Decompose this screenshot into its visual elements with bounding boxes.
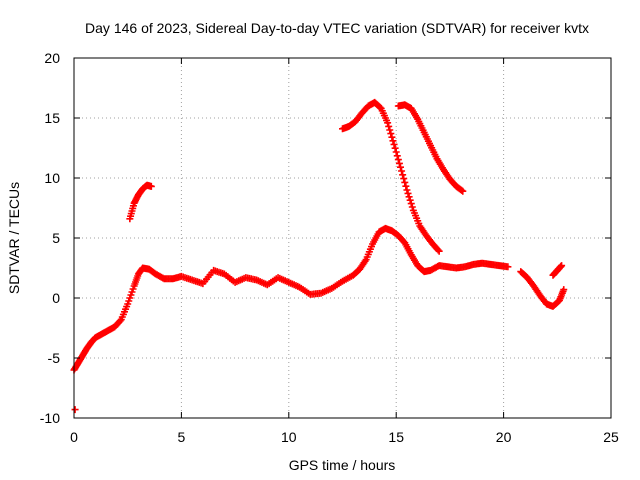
arc-left-point [394, 156, 402, 164]
x-tick-label: 10 [281, 429, 297, 445]
y-tick-label: 15 [44, 110, 60, 126]
data-points [70, 98, 568, 414]
x-tick-label: 20 [496, 429, 512, 445]
arc-left-point [392, 148, 400, 156]
arc-left-point [404, 189, 412, 197]
upper-segment-point [147, 182, 155, 190]
arc-left-point [395, 159, 403, 167]
x-tick-labels: 0 5 10 15 20 25 [70, 429, 619, 445]
arc-left-point [388, 133, 396, 141]
y-tick-label: 5 [52, 230, 60, 246]
arc-left-point [391, 144, 399, 152]
arc-left-point [402, 182, 410, 190]
arc-left-point [389, 137, 397, 145]
arc-left-point [393, 152, 401, 160]
arc-left-point [400, 175, 408, 183]
x-tick-label: 25 [603, 429, 619, 445]
arc-left-point [407, 200, 415, 208]
arc-left-point [396, 163, 404, 171]
arc-left-point [399, 171, 407, 179]
y-tick-label: 0 [52, 290, 60, 306]
arc-left-point [390, 140, 398, 148]
arc-left-point [385, 122, 393, 130]
y-tick-labels: -10 -5 0 5 10 15 20 [40, 50, 60, 426]
y-tick-label: 10 [44, 170, 60, 186]
arc-left-point [406, 196, 414, 204]
arc-left-point [403, 186, 411, 194]
late-segment-point [560, 286, 568, 294]
arc-left-point [435, 247, 443, 255]
y-tick-label: -10 [40, 410, 60, 426]
axis-ticks [73, 57, 612, 419]
y-axis-label: SDTVAR / TECUs [6, 182, 22, 294]
grid-lines [74, 58, 611, 418]
y-tick-label: 20 [44, 50, 60, 66]
arc-left-point [405, 193, 413, 201]
chart-title: Day 146 of 2023, Sidereal Day-to-day VTE… [85, 20, 589, 36]
x-axis-label: GPS time / hours [289, 457, 396, 473]
x-tick-label: 5 [178, 429, 186, 445]
main-band-point [504, 263, 512, 271]
arc-right-point [459, 187, 467, 195]
x-tick-label: 15 [388, 429, 404, 445]
arc-left-point [386, 126, 394, 134]
y-tick-label: -5 [48, 350, 61, 366]
outlier-point [71, 406, 79, 414]
arc-left-point [401, 178, 409, 186]
main-band-point [116, 317, 124, 325]
arc-left-point [384, 119, 392, 127]
x-tick-label: 0 [70, 429, 78, 445]
end-segment-point [558, 262, 566, 270]
arc-left-point [434, 246, 442, 254]
arc-left-point [387, 130, 395, 138]
arc-left-point [398, 167, 406, 175]
arc-left-point [408, 203, 416, 211]
